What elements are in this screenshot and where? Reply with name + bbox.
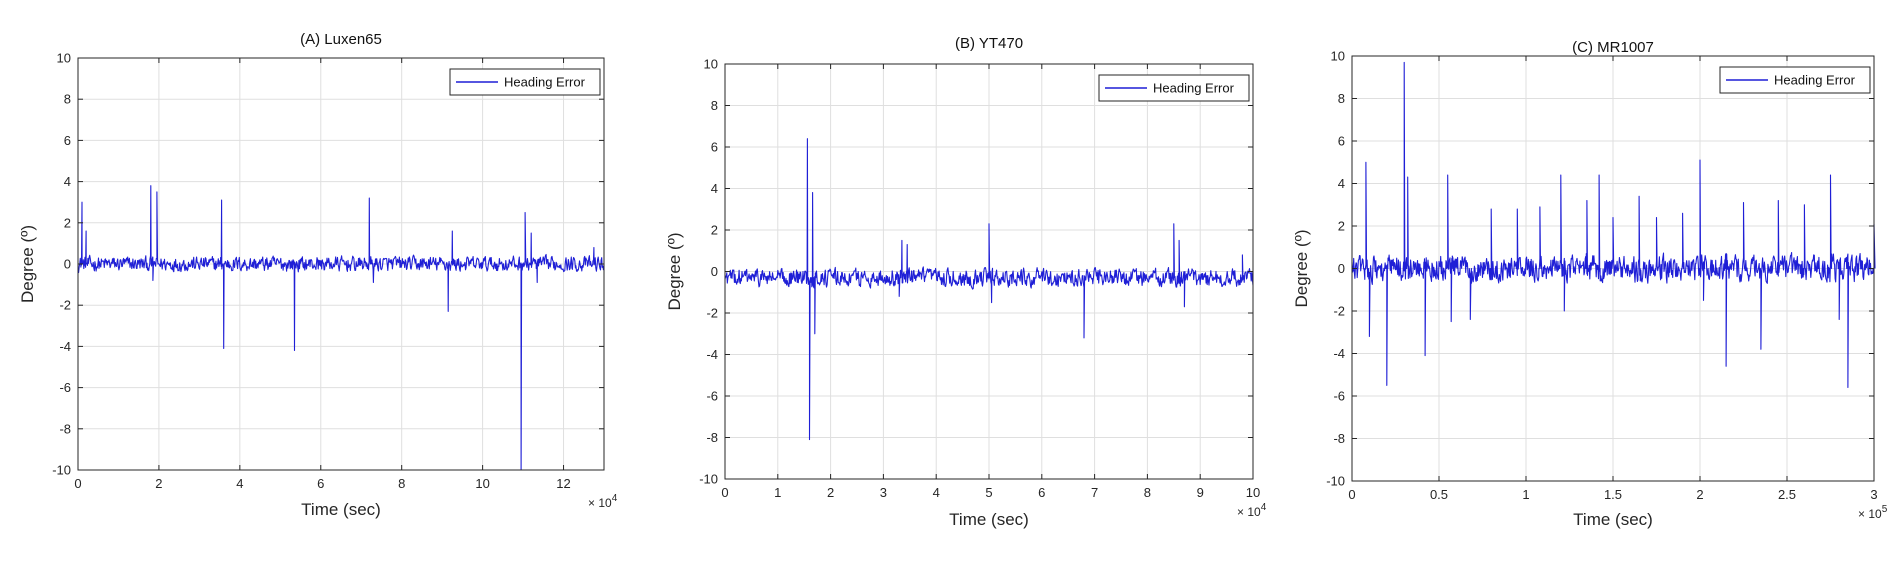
x-axis-label: Time (sec) bbox=[1573, 510, 1653, 529]
x-tick-label: 12 bbox=[556, 476, 570, 491]
y-tick-label: 2 bbox=[64, 215, 71, 230]
y-tick-label: -10 bbox=[52, 463, 71, 478]
y-tick-label: -6 bbox=[1333, 389, 1345, 404]
x-tick-label: 1.5 bbox=[1604, 487, 1622, 502]
x-tick-label: 9 bbox=[1197, 485, 1204, 500]
y-tick-label: -4 bbox=[706, 347, 718, 362]
x-tick-label: 3 bbox=[1870, 487, 1877, 502]
y-tick-label: 10 bbox=[704, 57, 718, 72]
x-tick-label: 8 bbox=[1144, 485, 1151, 500]
y-tick-label: 6 bbox=[1338, 134, 1345, 149]
legend-label: Heading Error bbox=[1153, 81, 1235, 96]
x-tick-label: 4 bbox=[236, 476, 243, 491]
y-tick-label: 0 bbox=[711, 264, 718, 279]
x-tick-label: 6 bbox=[1038, 485, 1045, 500]
legend-label: Heading Error bbox=[504, 75, 586, 90]
legend-label: Heading Error bbox=[1774, 73, 1856, 88]
x-multiplier-label: × 104 bbox=[1237, 502, 1267, 519]
chart-title: (C) MR1007 bbox=[1572, 39, 1654, 56]
series-line bbox=[1351, 61, 1876, 389]
legend: Heading Error bbox=[1098, 74, 1250, 102]
x-tick-label: 2 bbox=[155, 476, 162, 491]
y-tick-label: 4 bbox=[711, 181, 718, 196]
y-tick-label: -2 bbox=[706, 306, 718, 321]
chart-panel-0: 0 2 4 6 8 10 12 -10 -8 -6 -4 -2 0 2 4 6 8 10 × 104 (A) Luxe… bbox=[18, 31, 618, 519]
x-tick-label: 8 bbox=[398, 476, 405, 491]
legend: Heading Error bbox=[1719, 66, 1871, 94]
y-tick-label: 8 bbox=[1338, 91, 1345, 106]
x-tick-label: 0 bbox=[74, 476, 81, 491]
x-tick-label: 0 bbox=[1348, 487, 1355, 502]
x-tick-label: 2.5 bbox=[1778, 487, 1796, 502]
y-axis-label: Degree (º) bbox=[18, 225, 37, 303]
y-tick-label: 2 bbox=[711, 223, 718, 238]
y-tick-label: -10 bbox=[699, 472, 718, 487]
legend: Heading Error bbox=[449, 68, 601, 96]
y-tick-label: -6 bbox=[59, 380, 71, 395]
y-axis-label: Degree (º) bbox=[1292, 229, 1311, 307]
y-tick-label: 0 bbox=[64, 257, 71, 272]
x-tick-label: 10 bbox=[1246, 485, 1260, 500]
x-tick-label: 1 bbox=[1522, 487, 1529, 502]
series-line bbox=[724, 138, 1254, 441]
x-tick-label: 4 bbox=[933, 485, 940, 500]
y-tick-label: 0 bbox=[1338, 261, 1345, 276]
chart-panel-2: 0 0.5 1 1.5 2 2.5 3 -10 -8 -6 -4 -2 0 2 4 6 8 10 × 105 (C) … bbox=[1292, 39, 1888, 529]
y-tick-label: -8 bbox=[1333, 431, 1345, 446]
y-tick-label: 10 bbox=[1331, 49, 1345, 64]
y-axis-label: Degree (º) bbox=[665, 232, 684, 310]
chart-panel-1: 0 1 2 3 4 5 6 7 8 9 10 -10 -8 -6 -4 -2 0 2 4 6 8 10 × 104 (B) Y… bbox=[665, 35, 1267, 529]
x-tick-label: 3 bbox=[880, 485, 887, 500]
y-tick-label: -8 bbox=[59, 421, 71, 436]
series-line bbox=[77, 185, 605, 471]
chart-title: (B) YT470 bbox=[955, 35, 1023, 52]
x-multiplier-label: × 104 bbox=[588, 493, 618, 510]
y-tick-label: -2 bbox=[59, 298, 71, 313]
y-tick-label: 6 bbox=[711, 140, 718, 155]
y-tick-label: -10 bbox=[1326, 474, 1345, 489]
x-tick-label: 2 bbox=[827, 485, 834, 500]
y-tick-label: -2 bbox=[1333, 304, 1345, 319]
y-tick-label: 2 bbox=[1338, 219, 1345, 234]
y-tick-label: -4 bbox=[1333, 346, 1345, 361]
y-tick-label: 4 bbox=[64, 174, 71, 189]
y-tick-label: -4 bbox=[59, 339, 71, 354]
y-tick-label: 8 bbox=[711, 98, 718, 113]
x-tick-label: 6 bbox=[317, 476, 324, 491]
x-tick-label: 0.5 bbox=[1430, 487, 1448, 502]
x-tick-label: 1 bbox=[774, 485, 781, 500]
x-axis-label: Time (sec) bbox=[301, 500, 381, 519]
y-tick-label: 6 bbox=[64, 133, 71, 148]
x-tick-label: 5 bbox=[985, 485, 992, 500]
x-tick-label: 7 bbox=[1091, 485, 1098, 500]
y-tick-label: 8 bbox=[64, 92, 71, 107]
x-tick-label: 2 bbox=[1696, 487, 1703, 502]
y-tick-label: 10 bbox=[57, 51, 71, 66]
chart-title: (A) Luxen65 bbox=[300, 31, 382, 48]
y-tick-label: -8 bbox=[706, 430, 718, 445]
x-tick-label: 10 bbox=[475, 476, 489, 491]
y-tick-label: 4 bbox=[1338, 176, 1345, 191]
y-tick-label: -6 bbox=[706, 389, 718, 404]
x-tick-label: 0 bbox=[721, 485, 728, 500]
x-multiplier-label: × 105 bbox=[1858, 504, 1888, 521]
x-axis-label: Time (sec) bbox=[949, 510, 1029, 529]
